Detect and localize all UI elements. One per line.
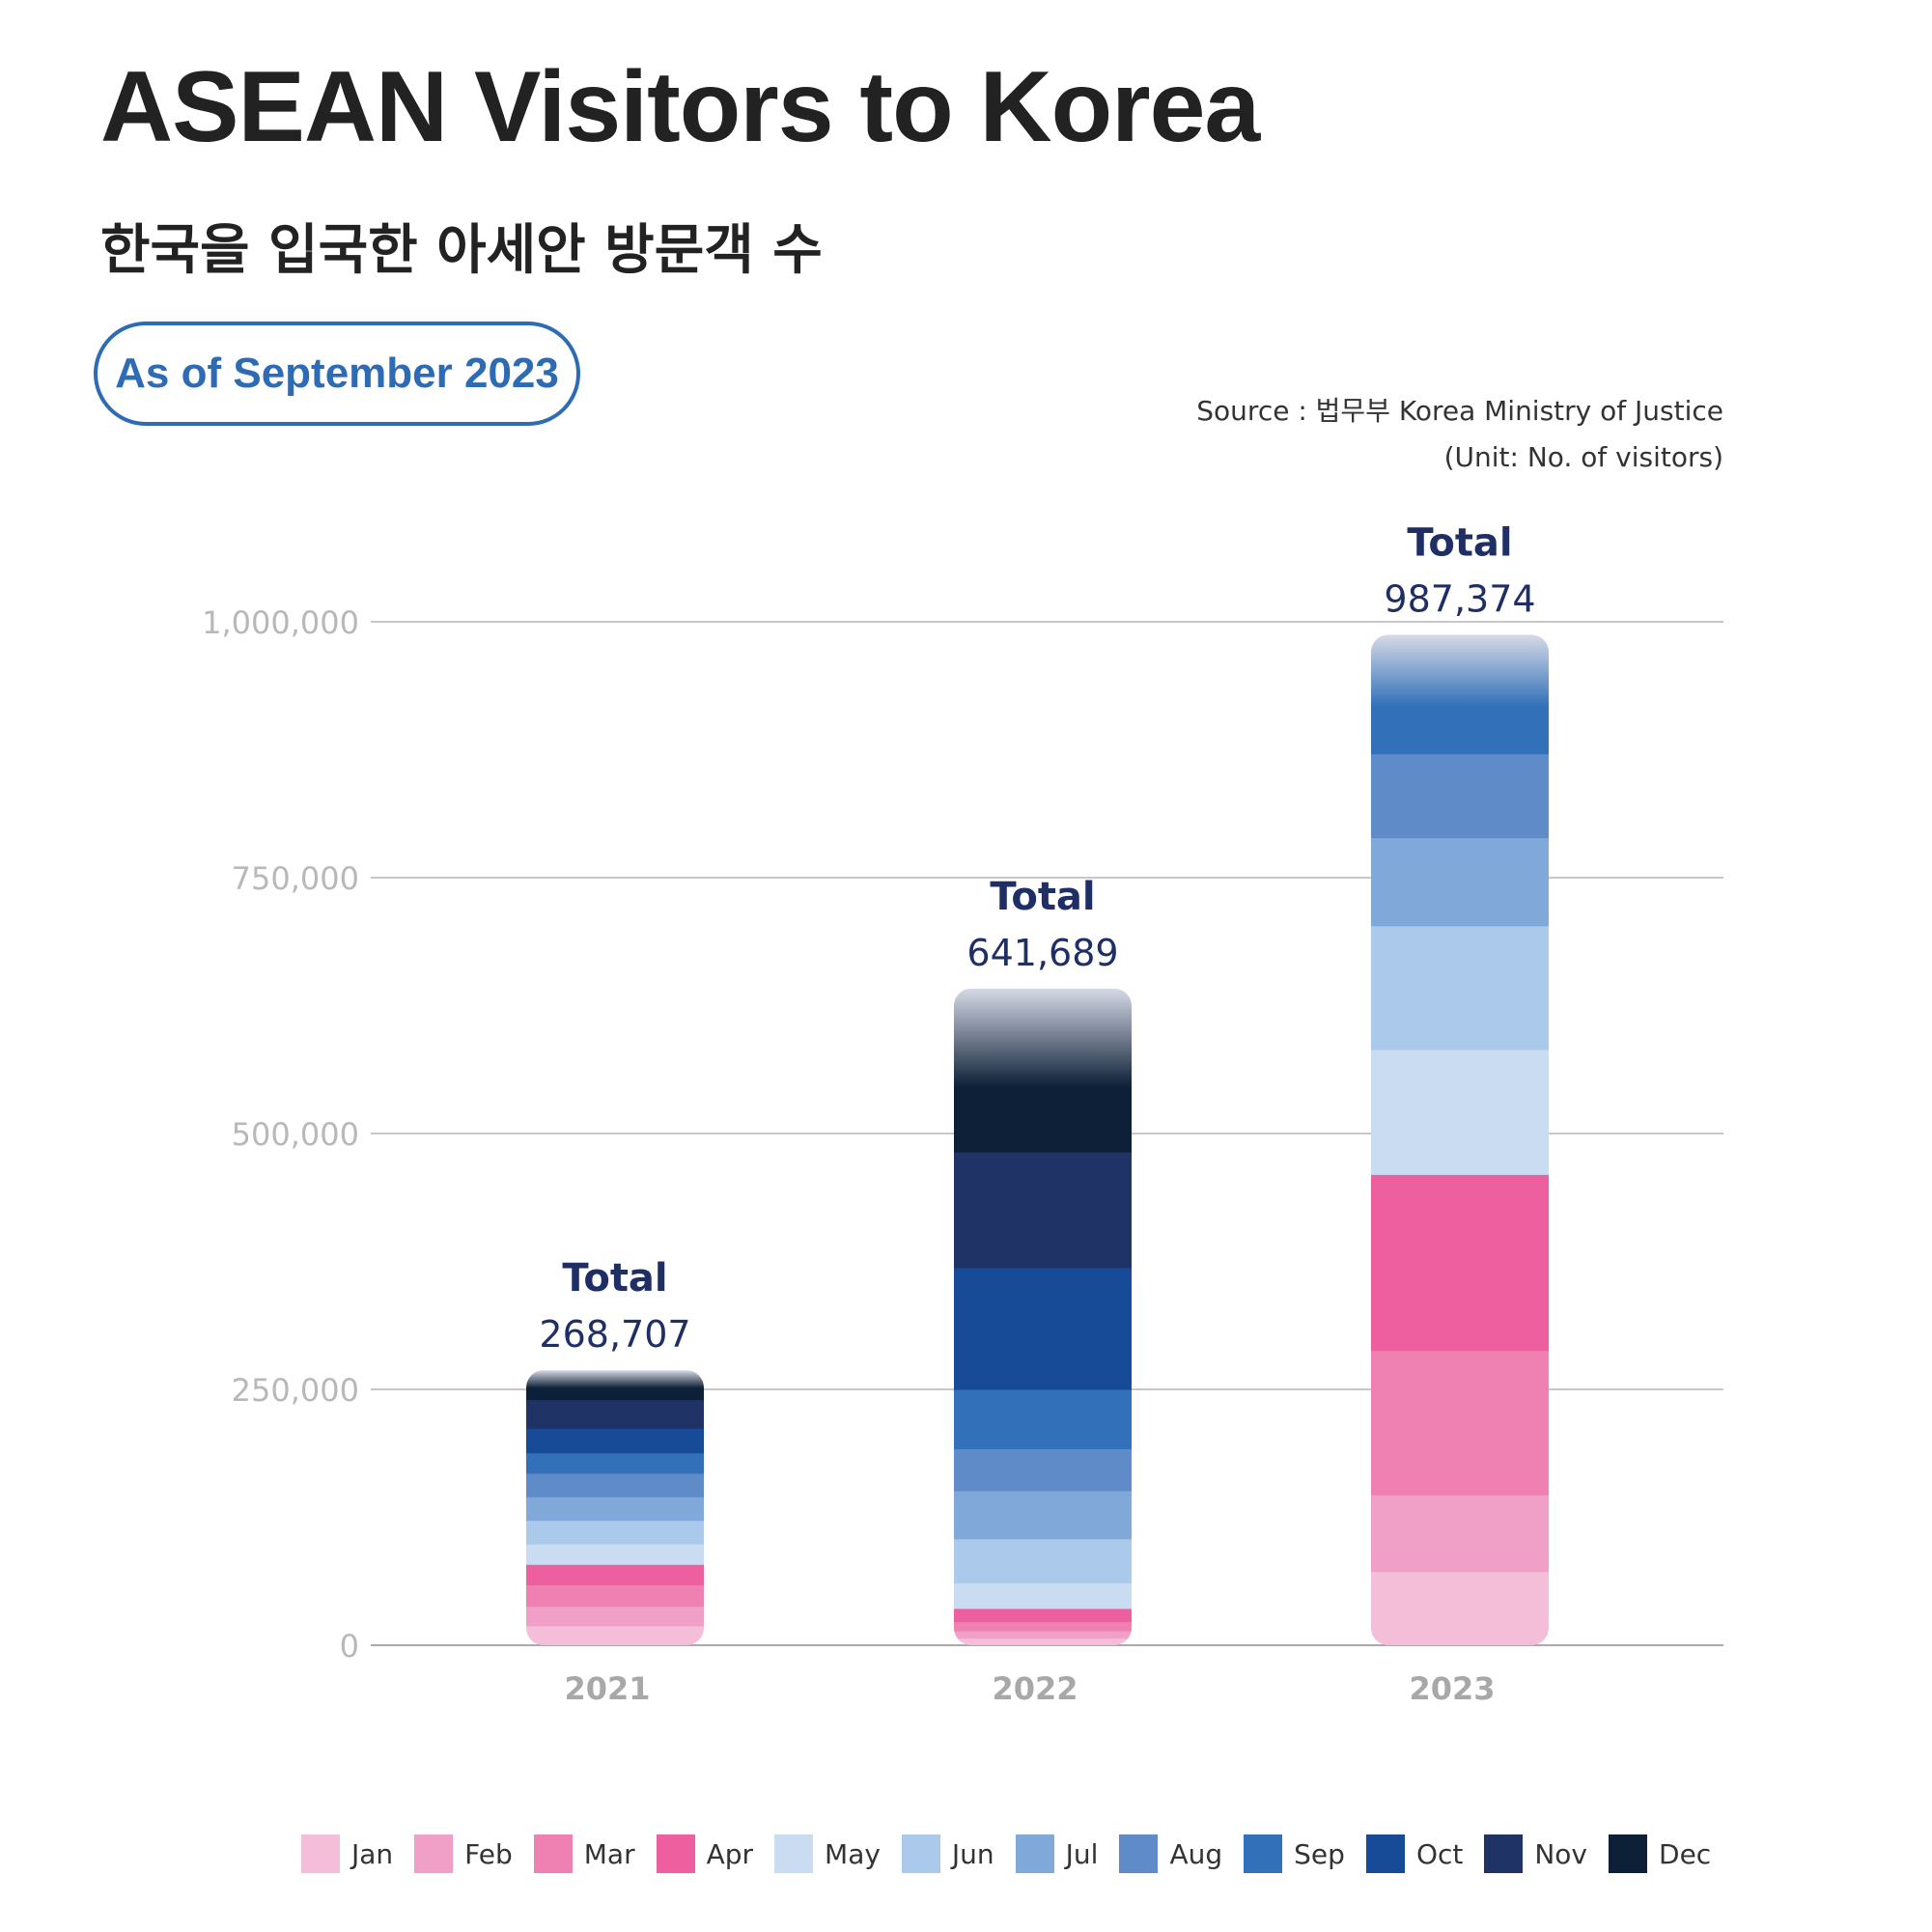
y-tick-label: 1,000,000 <box>202 604 359 641</box>
page-title: ASEAN Visitors to Korea <box>100 51 1260 163</box>
bar-segment-2021-Apr <box>526 1564 704 1585</box>
source-text: Source : 법무부 Korea Ministry of Justice <box>1196 395 1723 427</box>
page-subtitle: 한국을 입국한 아세안 방문객 수 <box>100 219 823 282</box>
y-tick-label: 750,000 <box>232 860 359 897</box>
legend-label: Jun <box>951 1837 994 1870</box>
legend-label: Mar <box>583 1837 635 1870</box>
total-label: Total <box>562 1256 667 1301</box>
legend-swatch <box>1119 1834 1159 1873</box>
legend-item-dec: Dec <box>1609 1834 1711 1873</box>
bar-segment-2023-Aug <box>1371 753 1549 839</box>
total-value: 987,374 <box>1384 577 1535 620</box>
total-label: Total <box>990 875 1095 919</box>
bar-segment-2021-Jan <box>526 1625 704 1645</box>
legend-swatch <box>901 1834 940 1873</box>
unit-text: (Unit: No. of visitors) <box>1443 441 1723 473</box>
legend-swatch <box>1609 1834 1648 1873</box>
legend-swatch <box>774 1834 814 1873</box>
bar-segment-2021-Dec <box>526 1370 704 1401</box>
legend-item-oct: Oct <box>1365 1834 1464 1873</box>
bar-segment-2021-Sep <box>526 1452 704 1474</box>
bar-segment-2022-Jan <box>954 1638 1132 1645</box>
bar-segment-2022-Aug <box>954 1448 1132 1492</box>
legend-item-jul: Jul <box>1015 1834 1099 1873</box>
bar-segment-2022-Oct <box>954 1267 1132 1390</box>
legend-item-mar: Mar <box>533 1834 635 1873</box>
bar-segment-2022-Feb <box>954 1631 1132 1639</box>
bar-segment-2022-Jul <box>954 1490 1132 1540</box>
legend-swatch <box>1015 1834 1054 1873</box>
total-value: 641,689 <box>966 932 1118 974</box>
bar-segment-2023-Feb <box>1371 1495 1549 1573</box>
legend-label: Aug <box>1169 1837 1223 1870</box>
bar-segment-2022-Jun <box>954 1538 1132 1583</box>
bar-stack-2023 <box>1371 634 1549 1645</box>
legend-label: Jan <box>351 1837 394 1870</box>
bar-segment-2022-Apr <box>954 1608 1132 1623</box>
y-tick-label: 500,000 <box>232 1116 359 1153</box>
legend-swatch <box>533 1834 573 1873</box>
bar-segment-2023-Sep <box>1371 634 1549 755</box>
date-badge: As of September 2023 <box>94 322 580 426</box>
bar-segment-2023-May <box>1371 1050 1549 1175</box>
legend-item-apr: Apr <box>656 1834 754 1873</box>
legend-item-may: May <box>774 1834 881 1873</box>
bar-segment-2021-May <box>526 1544 704 1565</box>
source-block: Source : 법무부 Korea Ministry of Justice (… <box>1196 388 1723 481</box>
bar-segment-2021-Jun <box>526 1520 704 1545</box>
legend-label: May <box>825 1837 881 1870</box>
bar-stack-2022 <box>954 988 1132 1645</box>
bar-segment-2023-Mar <box>1371 1350 1549 1496</box>
bar-segment-2022-Sep <box>954 1389 1132 1449</box>
y-tick-label: 0 <box>340 1628 359 1665</box>
legend-label: Jul <box>1065 1837 1099 1870</box>
bar-segment-2023-Apr <box>1371 1174 1549 1352</box>
legend-item-feb: Feb <box>414 1834 513 1873</box>
x-tick-label: 2022 <box>992 1670 1078 1707</box>
total-value: 268,707 <box>539 1313 690 1356</box>
bar-segment-2023-Jul <box>1371 837 1549 927</box>
bar-segment-2021-Mar <box>526 1584 704 1608</box>
bar-segment-2022-May <box>954 1582 1132 1610</box>
chart-legend: Jan Feb Mar Apr May Jun Jul Aug Sep Oct Nov Dec <box>301 1834 1711 1873</box>
legend-item-jan: Jan <box>301 1834 393 1873</box>
y-tick-label: 250,000 <box>232 1372 359 1409</box>
legend-item-jun: Jun <box>901 1834 994 1873</box>
bar-segment-2021-Aug <box>526 1472 704 1498</box>
legend-label: Apr <box>706 1837 754 1870</box>
bar-segment-2021-Jul <box>526 1497 704 1522</box>
total-label: Total <box>1407 520 1512 565</box>
bar-segment-2023-Jun <box>1371 925 1549 1050</box>
x-tick-label: 2021 <box>564 1670 650 1707</box>
legend-label: Oct <box>1415 1837 1464 1870</box>
x-tick-label: 2023 <box>1409 1670 1495 1707</box>
bar-segment-2022-Dec <box>954 988 1132 1153</box>
bar-segment-2022-Nov <box>954 1152 1132 1269</box>
legend-swatch <box>414 1834 454 1873</box>
bar-segment-2021-Feb <box>526 1606 704 1627</box>
legend-swatch <box>1484 1834 1524 1873</box>
legend-label: Feb <box>464 1837 513 1870</box>
legend-label: Nov <box>1534 1837 1588 1870</box>
bar-segment-2021-Oct <box>526 1428 704 1454</box>
bar-stack-2021 <box>526 1370 704 1645</box>
legend-swatch <box>301 1834 340 1873</box>
legend-label: Sep <box>1294 1837 1345 1870</box>
legend-item-sep: Sep <box>1244 1834 1345 1873</box>
bar-segment-2022-Mar <box>954 1621 1132 1632</box>
legend-swatch <box>1244 1834 1283 1873</box>
legend-swatch <box>1365 1834 1405 1873</box>
bar-segment-2023-Jan <box>1371 1571 1549 1645</box>
legend-item-nov: Nov <box>1484 1834 1587 1873</box>
bar-segment-2021-Nov <box>526 1399 704 1429</box>
legend-swatch <box>656 1834 695 1873</box>
legend-label: Dec <box>1659 1837 1712 1870</box>
legend-item-aug: Aug <box>1119 1834 1222 1873</box>
